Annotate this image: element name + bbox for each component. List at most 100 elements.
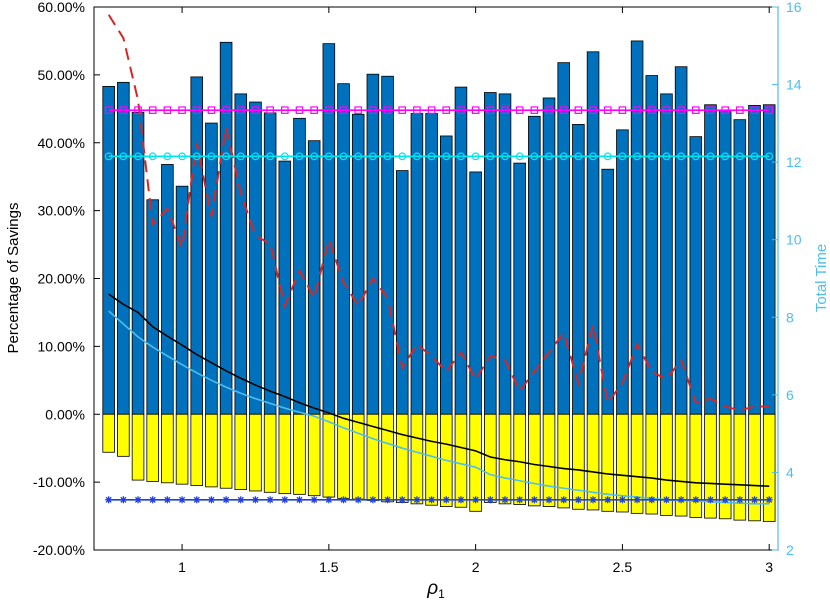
bar-s1-33 (586, 413, 600, 511)
axes-layer: 1 1.5 2 2.5 3 -20.00% -10.00% 0.00% 10.00% 20.00%… (33, 0, 802, 575)
asterisk-stroke-d2 (120, 496, 127, 503)
labels-layer: Percentage of Savings Total Time ρ1 (5, 203, 830, 601)
marker-asterisk-20 (398, 496, 406, 504)
asterisk-stroke-d2 (472, 496, 479, 503)
marker-circle-0 (104, 152, 113, 161)
x-tick-label-3: 2.5 (613, 559, 633, 575)
y2-tick-label-2: 6 (786, 387, 794, 403)
marker-square-35 (618, 106, 627, 114)
marker-asterisk-0 (105, 496, 113, 504)
bar-s0-26 (484, 92, 497, 415)
marker-square-38 (662, 106, 671, 114)
marker-circle-31 (559, 152, 568, 161)
bar-s0-31 (557, 62, 570, 415)
asterisk-stroke-d2 (399, 496, 406, 503)
marker-square-30 (545, 106, 553, 114)
bar-s0-0 (102, 86, 115, 415)
marker-asterisk-5 (178, 496, 186, 504)
marker-square-31 (559, 106, 568, 114)
line-series-2 (107, 14, 770, 412)
marker-circle-20 (398, 152, 407, 161)
marker-square-15 (325, 106, 333, 114)
marker-circle-41 (706, 152, 715, 161)
asterisk-stroke-d2 (443, 496, 450, 503)
bar-s1-14 (307, 413, 321, 497)
bar-s1-3 (146, 413, 159, 482)
marker-square-29 (530, 106, 539, 114)
bar-s1-9 (234, 413, 248, 490)
y2-tick-label-3: 8 (786, 309, 794, 325)
asterisk-stroke-d2 (193, 496, 200, 503)
bar-s1-39 (674, 413, 688, 517)
marker-circle-33 (589, 152, 597, 161)
asterisk-stroke-d2 (105, 496, 112, 503)
asterisk-stroke-d2 (311, 496, 318, 503)
y-tick-label-0: -20.00% (33, 542, 85, 558)
y2-tick-label-7: 16 (786, 0, 802, 15)
asterisk-stroke-d2 (531, 496, 538, 503)
marker-asterisk-42 (721, 496, 729, 504)
bar-s0-22 (425, 113, 438, 415)
bar-s0-24 (454, 86, 468, 415)
marker-square-5 (178, 106, 186, 114)
asterisk-stroke-d2 (604, 496, 611, 503)
bar-s1-36 (630, 413, 644, 514)
marker-asterisk-26 (486, 496, 494, 504)
bar-s0-21 (410, 113, 424, 415)
marker-circle-6 (192, 152, 201, 161)
asterisk-stroke-d2 (560, 496, 567, 503)
x-axis-label: ρ1 (426, 578, 445, 601)
bar-s0-3 (146, 199, 159, 415)
marker-circle-38 (662, 152, 671, 161)
marker-square-11 (266, 106, 274, 114)
bar-s0-6 (190, 76, 204, 415)
bar-s1-4 (161, 413, 174, 484)
marker-asterisk-6 (193, 496, 201, 504)
lines-layer (104, 14, 774, 505)
bar-s0-44 (748, 105, 761, 415)
asterisk-stroke-d2 (237, 496, 244, 503)
marker-circle-30 (545, 152, 553, 161)
asterisk-stroke-d2 (134, 496, 142, 503)
marker-asterisk-31 (560, 496, 568, 504)
asterisk-stroke-d2 (267, 496, 274, 503)
asterisk-stroke-d2 (413, 496, 420, 503)
bar-s1-21 (410, 413, 424, 505)
marker-circle-27 (501, 152, 509, 161)
marker-circle-25 (471, 152, 480, 161)
marker-asterisk-30 (545, 496, 553, 504)
marker-square-1 (119, 106, 128, 114)
y-tick-label-5: 30.00% (38, 203, 85, 219)
asterisk-stroke-d2 (692, 496, 699, 503)
bar-s1-28 (513, 413, 526, 505)
asterisk-stroke-d2 (369, 496, 376, 503)
marker-asterisk-9 (237, 496, 245, 504)
marker-asterisk-45 (765, 496, 773, 504)
bar-s0-1 (117, 81, 130, 415)
marker-circle-18 (368, 152, 377, 161)
marker-circle-28 (515, 152, 524, 161)
y2-tick-label-1: 4 (786, 464, 794, 480)
bar-s1-8 (219, 413, 233, 489)
marker-asterisk-29 (530, 496, 538, 504)
bar-s0-30 (542, 97, 556, 415)
marker-circle-16 (339, 152, 348, 161)
asterisk-stroke-d2 (663, 496, 670, 503)
asterisk-stroke-d2 (325, 496, 332, 503)
bar-s1-29 (528, 413, 541, 507)
marker-circle-10 (251, 152, 260, 161)
marker-square-27 (501, 106, 509, 114)
marker-circle-21 (413, 152, 421, 161)
asterisk-stroke-d2 (223, 496, 230, 503)
bar-s1-24 (454, 413, 468, 508)
marker-asterisk-7 (207, 496, 215, 504)
y2-tick-label-0: 2 (786, 542, 794, 558)
marker-circle-29 (530, 152, 539, 161)
marker-circle-36 (633, 152, 641, 161)
asterisk-stroke-d2 (545, 496, 553, 503)
bar-s1-15 (322, 413, 336, 498)
bar-s0-45 (762, 104, 776, 415)
y-tick-label-1: -10.00% (33, 474, 85, 490)
marker-circle-4 (163, 152, 172, 161)
